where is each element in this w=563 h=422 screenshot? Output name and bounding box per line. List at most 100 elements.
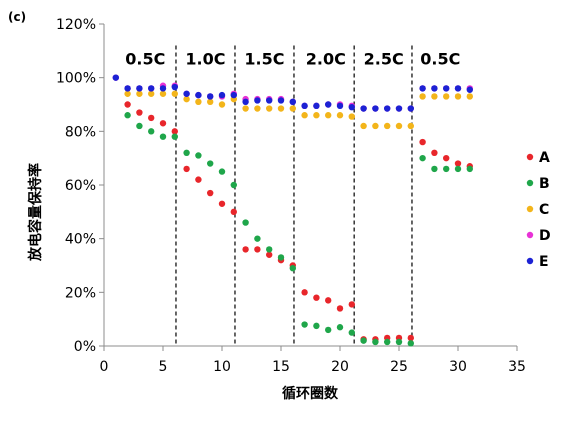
data-point bbox=[348, 113, 355, 120]
data-point bbox=[466, 93, 473, 100]
data-point bbox=[254, 97, 261, 104]
x-tick-label: 15 bbox=[272, 359, 290, 375]
data-point bbox=[431, 85, 438, 92]
data-point bbox=[313, 102, 320, 110]
data-point bbox=[407, 334, 414, 342]
data-point bbox=[230, 181, 237, 189]
y-tick-label: 40% bbox=[65, 232, 96, 248]
y-axis-label: 放电容量保持率 bbox=[27, 163, 44, 262]
data-point bbox=[384, 338, 391, 346]
data-point bbox=[301, 289, 308, 296]
data-point bbox=[159, 120, 167, 127]
data-point bbox=[384, 105, 391, 112]
data-point bbox=[407, 105, 414, 112]
legend-label: A bbox=[539, 150, 550, 166]
data-point bbox=[171, 83, 178, 91]
rate-label: 0.5C bbox=[125, 49, 165, 68]
data-point bbox=[289, 264, 296, 272]
data-point bbox=[171, 90, 178, 97]
data-point bbox=[266, 97, 273, 104]
legend-label: E bbox=[539, 254, 549, 270]
data-point bbox=[454, 160, 462, 167]
data-point bbox=[454, 165, 462, 173]
data-point bbox=[348, 103, 355, 111]
data-point bbox=[301, 102, 308, 110]
data-point bbox=[242, 246, 249, 253]
data-points bbox=[112, 74, 473, 347]
data-point bbox=[360, 122, 367, 130]
data-point bbox=[254, 246, 261, 253]
legend-label: B bbox=[539, 176, 550, 192]
data-point bbox=[289, 105, 296, 112]
data-point bbox=[419, 138, 426, 146]
data-point bbox=[431, 165, 438, 173]
data-point bbox=[313, 322, 320, 330]
data-point bbox=[159, 85, 167, 92]
data-point bbox=[207, 160, 214, 167]
data-point bbox=[124, 101, 131, 108]
data-point bbox=[242, 98, 249, 106]
series-E bbox=[112, 74, 473, 112]
x-tick-label: 25 bbox=[390, 359, 408, 375]
data-point bbox=[466, 165, 473, 173]
data-point bbox=[419, 154, 426, 162]
data-point bbox=[395, 338, 403, 346]
data-point bbox=[195, 176, 202, 183]
data-point bbox=[325, 112, 332, 119]
legend-marker bbox=[526, 153, 534, 161]
data-point bbox=[148, 85, 155, 92]
data-point bbox=[218, 168, 226, 175]
x-tick-label: 0 bbox=[100, 359, 109, 375]
data-point bbox=[454, 93, 462, 100]
data-point bbox=[443, 85, 450, 92]
data-point bbox=[183, 90, 190, 97]
legend-marker bbox=[526, 179, 534, 187]
data-point bbox=[336, 305, 344, 312]
data-point bbox=[325, 326, 332, 334]
data-point bbox=[183, 149, 190, 156]
data-point bbox=[277, 105, 285, 112]
y-tick-label: 20% bbox=[65, 285, 96, 301]
x-axis-label: 循环圈数 bbox=[282, 385, 339, 402]
data-point bbox=[407, 340, 414, 347]
rate-label: 0.5C bbox=[420, 49, 460, 68]
data-point bbox=[159, 90, 167, 97]
data-point bbox=[171, 133, 178, 140]
rate-label: 2.5C bbox=[364, 49, 404, 68]
data-point bbox=[313, 112, 320, 119]
data-point bbox=[148, 90, 155, 97]
data-point bbox=[395, 105, 403, 112]
data-point bbox=[183, 95, 190, 103]
data-point bbox=[266, 246, 273, 253]
axes: 0 5 10 15 20 25 30 35 0% 20% 40% 60% 80% 100% 120% bbox=[56, 17, 526, 375]
data-point bbox=[218, 91, 226, 99]
x-tick-label: 35 bbox=[508, 359, 526, 375]
data-point bbox=[136, 109, 143, 116]
data-point bbox=[301, 321, 308, 328]
data-point bbox=[195, 152, 202, 159]
series-B bbox=[124, 112, 473, 347]
data-point bbox=[148, 114, 155, 122]
data-point bbox=[360, 105, 367, 112]
data-point bbox=[136, 122, 143, 130]
data-point bbox=[348, 301, 355, 308]
data-point bbox=[277, 97, 285, 104]
data-point bbox=[336, 102, 344, 110]
data-point bbox=[254, 105, 261, 112]
data-point bbox=[112, 74, 120, 81]
data-point bbox=[384, 122, 391, 130]
data-point bbox=[266, 105, 273, 112]
data-point bbox=[207, 189, 214, 197]
data-point bbox=[230, 208, 237, 216]
rate-label: 1.0C bbox=[185, 49, 225, 68]
data-point bbox=[148, 128, 155, 135]
data-point bbox=[242, 105, 249, 112]
data-point bbox=[218, 200, 226, 207]
y-tick-label: 80% bbox=[65, 124, 96, 140]
legend-marker bbox=[526, 205, 534, 213]
legend-marker bbox=[526, 257, 534, 265]
data-point bbox=[313, 294, 320, 301]
data-point bbox=[395, 122, 403, 130]
data-point bbox=[454, 85, 462, 92]
